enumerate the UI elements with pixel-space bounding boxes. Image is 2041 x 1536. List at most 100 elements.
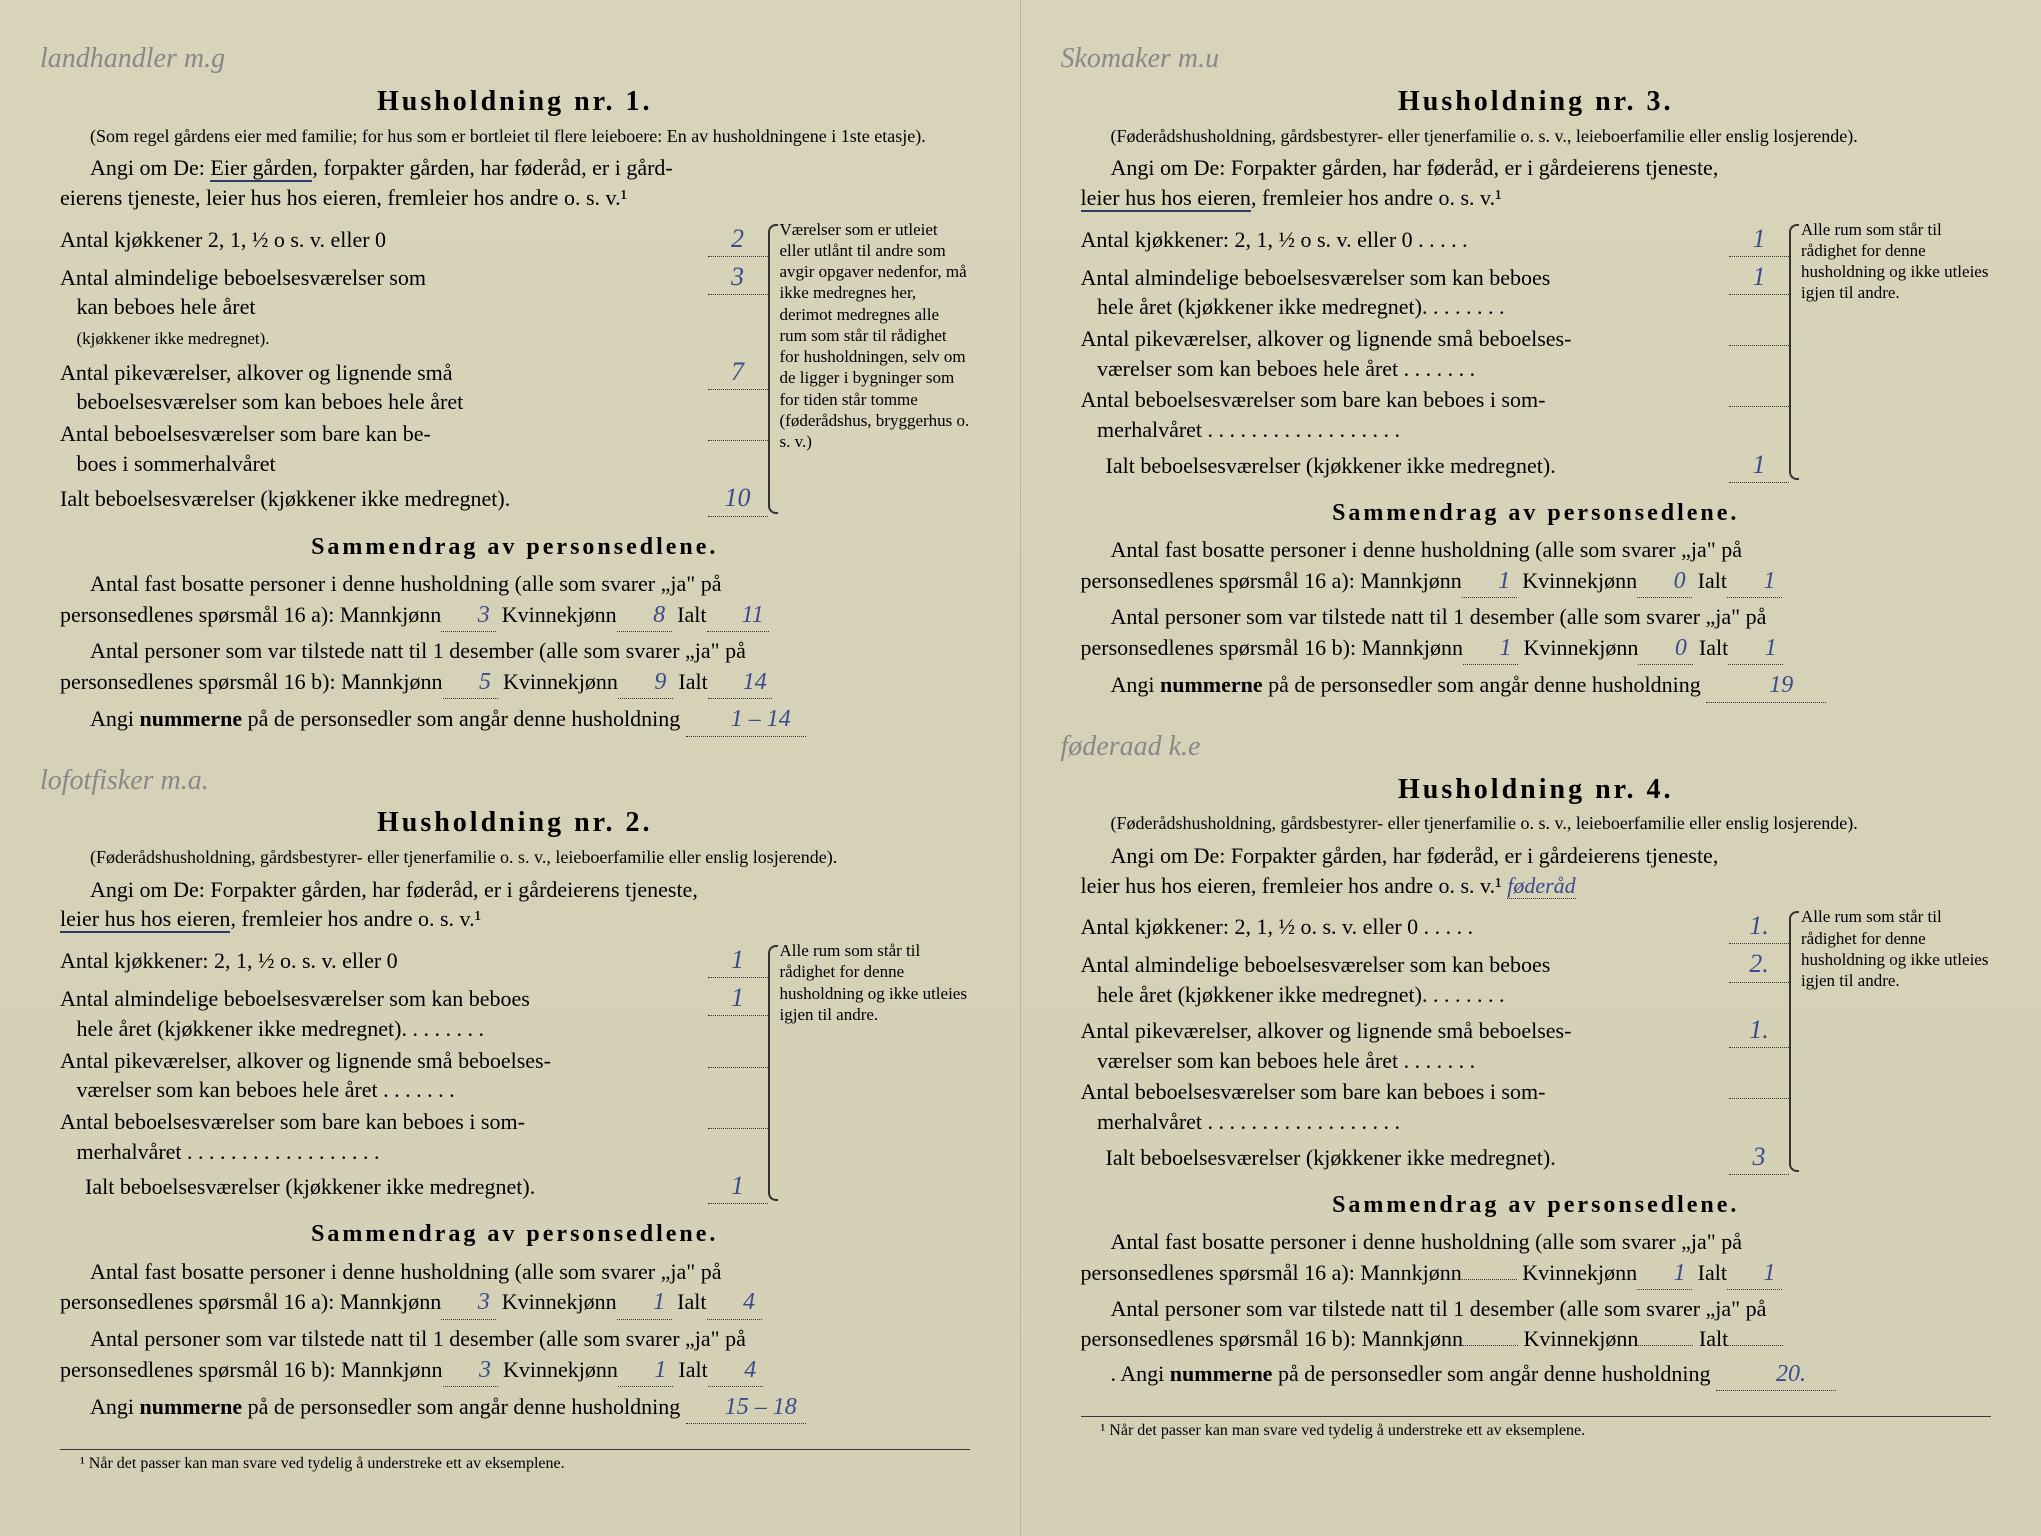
ialt-16b-3: 1 [1728,632,1783,665]
kvin-16b-2: 1 [618,1354,673,1387]
kvin-16b-4 [1638,1345,1693,1346]
val-summer-2 [708,1128,768,1129]
mann-16a-4 [1462,1279,1517,1280]
footnote-left: ¹ Når det passer kan man svare ved tydel… [60,1449,970,1475]
ialt-16b-1: 14 [708,666,772,699]
mann-16a-2: 3 [441,1286,496,1319]
val-summer-3 [1729,406,1789,407]
row-maidrooms-4: Antal pikeværelser, alkover og lignende … [1081,1012,1790,1075]
summary-p3-1: Angi nummerne på de personsedler som ang… [60,703,970,736]
household-2-subtitle: (Føderådshusholdning, gårdsbestyrer- ell… [60,847,970,869]
row-rooms-2: Antal almindelige beboelsesværelser som … [60,980,768,1043]
ialt-16a-1: 11 [707,599,769,632]
summary-p2-1: Antal personer som var tilstede natt til… [60,636,970,699]
right-page: Skomaker m.u Husholdning nr. 3. (Føderåd… [1021,0,2041,1536]
val-maidrooms-2 [708,1067,768,1068]
row-rooms-3: Antal almindelige beboelsesværelser som … [1081,259,1790,322]
summary-p1-4: Antal fast bosatte personer i denne hush… [1081,1227,1992,1290]
val-kitchens-3: 1 [1729,221,1789,257]
summary-title-3: Sammendrag av personsedlene. [1081,497,1992,529]
val-rooms-3: 1 [1729,259,1789,295]
val-kitchens-2: 1 [708,942,768,978]
mann-16b-4 [1463,1345,1518,1346]
ialt-16b-2: 4 [708,1354,763,1387]
side-note-2: Alle rum som står til rådighet for denne… [768,940,970,1206]
household-2-title: Husholdning nr. 2. [60,804,970,842]
mann-16b-1: 5 [443,666,498,699]
numbers-1: 1 – 14 [686,703,806,736]
household-3-subtitle: (Føderådshusholdning, gårdsbestyrer- ell… [1081,126,1992,148]
ialt-16a-2: 4 [707,1286,762,1319]
row-total-3: Ialt beboelsesværelser (kjøkkener ikke m… [1081,447,1790,483]
row-maidrooms-3: Antal pikeværelser, alkover og lignende … [1081,324,1790,383]
val-summer-1 [708,440,768,441]
summary-title-4: Sammendrag av personsedlene. [1081,1189,1992,1221]
household-1-subtitle: (Som regel gårdens eier med familie; for… [60,126,970,148]
household-3-title: Husholdning nr. 3. [1081,83,1992,121]
val-total-1: 10 [708,480,768,516]
angi-line-4: Angi om De: Forpakter gården, har føderå… [1081,841,1992,900]
numbers-3: 19 [1706,669,1826,702]
angi-handwritten-4: føderåd [1507,873,1575,899]
kvin-16a-3: 0 [1637,565,1692,598]
row-total-1: Ialt beboelsesværelser (kjøkkener ikke m… [60,480,768,516]
ialt-16b-4 [1728,1345,1783,1346]
summary-p3-2: Angi nummerne på de personsedler som ang… [60,1391,970,1424]
household-4-title: Husholdning nr. 4. [1081,771,1992,809]
pencil-annotation-1: landhandler m.g [40,40,950,78]
val-kitchens-1: 2 [708,221,768,257]
val-summer-4 [1729,1098,1789,1099]
val-maidrooms-4: 1. [1729,1012,1789,1048]
val-rooms-1: 3 [708,259,768,295]
row-summer-4: Antal beboelsesværelser som bare kan beb… [1081,1077,1790,1136]
row-summer-1: Antal beboelsesværelser som bare kan be-… [60,419,768,478]
summary-p1-1: Antal fast bosatte personer i denne hush… [60,569,970,632]
mann-16a-3: 1 [1462,565,1517,598]
pencil-annotation-2: lofotfisker m.a. [40,762,950,800]
household-1: landhandler m.g Husholdning nr. 1. (Som … [60,40,970,737]
row-total-2: Ialt beboelsesværelser (kjøkkener ikke m… [60,1168,768,1204]
summary-title-1: Sammendrag av personsedlene. [60,531,970,563]
val-rooms-2: 1 [708,980,768,1016]
kvin-16b-1: 9 [618,666,673,699]
val-maidrooms-1: 7 [708,354,768,390]
val-rooms-4: 2. [1729,946,1789,982]
pencil-annotation-4: føderaad k.e [1061,728,1972,766]
angi-line-1: Angi om De: Eier gården, forpakter gårde… [60,153,970,212]
footnote-right: ¹ Når det passer kan man svare ved tydel… [1081,1416,1992,1442]
row-summer-3: Antal beboelsesværelser som bare kan beb… [1081,385,1790,444]
household-3: Skomaker m.u Husholdning nr. 3. (Føderåd… [1081,40,1992,703]
numbers-4: 20. [1716,1358,1836,1391]
row-rooms-4: Antal almindelige beboelsesværelser som … [1081,946,1790,1009]
kvin-16a-2: 1 [617,1286,672,1319]
val-total-4: 3 [1729,1139,1789,1175]
summary-p3-3: Angi nummerne på de personsedler som ang… [1081,669,1992,702]
mann-16a-1: 3 [441,599,496,632]
kvin-16a-1: 8 [617,599,672,632]
row-total-4: Ialt beboelsesværelser (kjøkkener ikke m… [1081,1139,1790,1175]
pencil-annotation-3: Skomaker m.u [1061,40,1972,78]
summary-p1-3: Antal fast bosatte personer i denne hush… [1081,535,1992,598]
left-page: landhandler m.g Husholdning nr. 1. (Som … [0,0,1021,1536]
side-note-1: Værelser som er utleiet eller utlånt til… [768,219,970,519]
row-summer-2: Antal beboelsesværelser som bare kan beb… [60,1107,768,1166]
row-kitchens-2: Antal kjøkkener: 2, 1, ½ o. s. v. eller … [60,942,768,978]
row-kitchens-1: Antal kjøkkener 2, 1, ½ o s. v. eller 0 … [60,221,768,257]
household-4: føderaad k.e Husholdning nr. 4. (Føderåd… [1081,728,1992,1391]
val-total-3: 1 [1729,447,1789,483]
summary-p2-3: Antal personer som var tilstede natt til… [1081,602,1992,665]
row-rooms-1: Antal almindelige beboelsesværelser som … [60,259,768,352]
household-4-subtitle: (Føderådshusholdning, gårdsbestyrer- ell… [1081,813,1992,835]
val-kitchens-4: 1. [1729,908,1789,944]
summary-p2-2: Antal personer som var tilstede natt til… [60,1324,970,1387]
kvin-16b-3: 0 [1638,632,1693,665]
side-note-4: Alle rum som står til rådighet for denne… [1789,906,1991,1176]
summary-p2-4: Antal personer som var tilstede natt til… [1081,1294,1992,1353]
mann-16b-3: 1 [1463,632,1518,665]
numbers-2: 15 – 18 [686,1391,806,1424]
household-1-title: Husholdning nr. 1. [60,83,970,121]
summary-title-2: Sammendrag av personsedlene. [60,1218,970,1250]
row-maidrooms-1: Antal pikeværelser, alkover og lignende … [60,354,768,417]
household-2: lofotfisker m.a. Husholdning nr. 2. (Fød… [60,762,970,1425]
kvin-16a-4: 1 [1637,1257,1692,1290]
